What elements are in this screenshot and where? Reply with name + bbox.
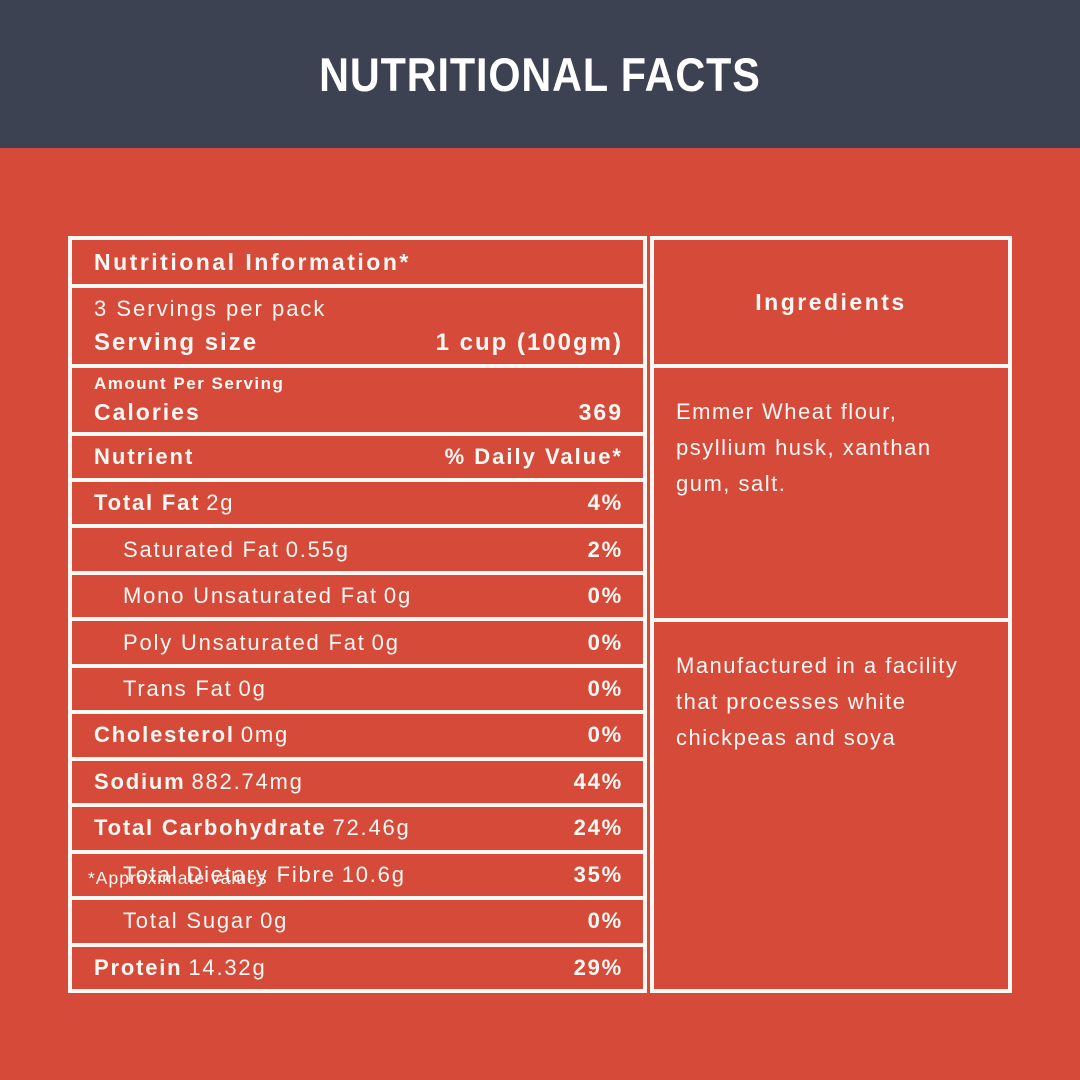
nutrient-row: Total Dietary Fibre 10.6g 35% (72, 854, 643, 901)
nutrient-row: Total Carbohydrate 72.46g 24% (72, 807, 643, 854)
nutrient-name-and-amount: Poly Unsaturated Fat 0g (123, 629, 400, 655)
serving-info-row: 3 Servings per pack Serving size 1 cup (… (72, 288, 643, 368)
nutrition-facts-table: Nutritional Information* 3 Servings per … (68, 236, 647, 993)
nutrient-name-and-amount: Trans Fat 0g (123, 676, 267, 702)
daily-value-percent: 0% (587, 722, 623, 748)
calories-line: Calories 369 (94, 399, 623, 426)
nutrient-row: Cholesterol 0mg 0% (72, 714, 643, 761)
nutrient-name-and-amount: Cholesterol 0mg (94, 722, 290, 748)
nutrient-name-and-amount: Total Dietary Fibre 10.6g (123, 861, 406, 887)
daily-value-percent: 2% (587, 536, 623, 562)
calories-value: 369 (578, 399, 623, 425)
daily-value-percent: 35% (573, 861, 623, 887)
column-header-row: Nutrient % Daily Value* (72, 436, 643, 482)
nutrient-name-and-amount: Protein 14.32g (94, 954, 267, 980)
serving-size-line: Serving size 1 cup (100gm) (94, 329, 623, 357)
ingredients-column: Ingredients Emmer Wheat flour, psyllium … (650, 236, 1012, 993)
daily-value-percent: 0% (587, 676, 623, 702)
nutrient-column-header: Nutrient (94, 444, 195, 469)
header-band: NUTRITIONAL FACTS (0, 0, 1080, 148)
nutrient-row: Sodium 882.74mg 44% (72, 761, 643, 808)
table-title-row: Nutritional Information* (72, 240, 643, 288)
daily-value-percent: 44% (573, 768, 623, 794)
daily-value-percent: 0% (587, 583, 623, 609)
approximate-values-footnote: *Approximate values (88, 868, 268, 888)
daily-value-percent: 24% (573, 815, 623, 841)
table-title: Nutritional Information* (94, 248, 411, 275)
daily-value-percent: 0% (587, 629, 623, 655)
daily-value-percent: 29% (573, 954, 623, 980)
nutrient-name-and-amount: Total Sugar 0g (123, 908, 289, 934)
nutrient-name-and-amount: Saturated Fat 0.55g (123, 536, 350, 562)
ingredients-list: Emmer Wheat flour, psyllium husk, xantha… (654, 368, 1008, 622)
nutrient-row: Total Fat 2g 4% (72, 482, 643, 529)
daily-value-percent: 0% (587, 908, 623, 934)
nutrient-name-and-amount: Mono Unsaturated Fat 0g (123, 583, 412, 609)
nutrient-row: Protein 14.32g 29% (72, 947, 643, 989)
nutrient-row: Trans Fat 0g 0% (72, 668, 643, 715)
nutrient-name-and-amount: Total Fat 2g (94, 490, 235, 516)
page-title: NUTRITIONAL FACTS (319, 47, 761, 101)
ingredients-title-section: Ingredients (654, 240, 1008, 368)
amount-per-serving-label: Amount Per Serving (94, 374, 285, 393)
nutrient-row: Saturated Fat 0.55g 2% (72, 528, 643, 575)
calories-row: Amount Per Serving Calories 369 (72, 368, 643, 436)
nutrient-row: Mono Unsaturated Fat 0g 0% (72, 575, 643, 622)
nutrient-row: Total Sugar 0g 0% (72, 900, 643, 947)
nutrient-row: Poly Unsaturated Fat 0g 0% (72, 621, 643, 668)
serving-size-value: 1 cup (100gm) (435, 328, 623, 356)
allergen-note: Manufactured in a facility that processe… (676, 653, 959, 750)
nutrient-name-and-amount: Sodium 882.74mg (94, 768, 304, 794)
daily-value-column-header: % Daily Value* (444, 444, 623, 469)
daily-value-percent: 4% (587, 490, 623, 516)
serving-size-label: Serving size (94, 328, 259, 356)
servings-per-pack: 3 Servings per pack (94, 295, 327, 321)
calories-label: Calories (94, 399, 201, 425)
nutrient-name-and-amount: Total Carbohydrate 72.46g (94, 815, 411, 841)
ingredients-title: Ingredients (755, 288, 907, 315)
